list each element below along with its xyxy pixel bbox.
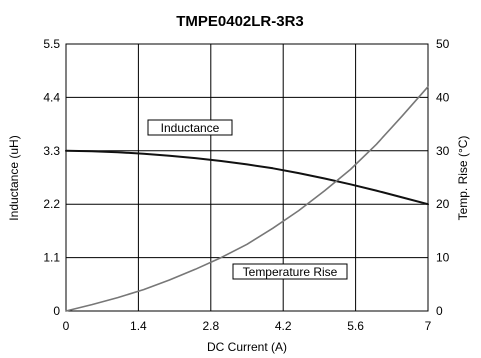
y-left-tick-label: 4.4: [43, 90, 60, 104]
x-tick-label: 4.2: [275, 319, 292, 333]
y-right-tick-label: 20: [436, 197, 450, 211]
x-tick-label: 5.6: [347, 319, 364, 333]
temperature-rise-annotation-text: Temperature Rise: [243, 265, 338, 279]
temperature-rise-line: [65, 85, 429, 312]
x-tick-label: 1.4: [130, 319, 147, 333]
y-right-tick-label: 40: [436, 90, 450, 104]
y-right-tick-label: 10: [436, 251, 450, 265]
temperature-rise-annotation: Temperature Rise: [232, 263, 348, 280]
inductance-annotation: Inductance: [147, 119, 233, 136]
y-right-tick-label: 0: [436, 304, 443, 318]
y-left-tick-label: 3.3: [43, 144, 60, 158]
series-lines: [65, 85, 429, 312]
y-right-axis-ticks: 0 10 20 30 40 50: [436, 37, 450, 318]
y-left-tick-label: 1.1: [43, 251, 60, 265]
x-axis-label: DC Current (A): [207, 340, 287, 354]
y-left-tick-label: 2.2: [43, 197, 60, 211]
grid: [66, 44, 428, 311]
chart-title: TMPE0402LR-3R3: [176, 13, 304, 30]
y-left-axis-label: Inductance (uH): [7, 135, 21, 220]
x-tick-label: 2.8: [202, 319, 219, 333]
inductance-annotation-text: Inductance: [161, 121, 220, 135]
y-right-tick-label: 50: [436, 37, 450, 51]
plot-area-border: [65, 43, 429, 312]
y-left-axis-ticks: 0 1.1 2.2 3.3 4.4 5.5: [43, 37, 60, 318]
x-tick-label: 0: [63, 319, 70, 333]
x-tick-label: 7: [425, 319, 432, 333]
y-right-axis-label: Temp. Rise (°C): [456, 136, 470, 221]
y-left-tick-label: 0: [53, 304, 60, 318]
x-axis-ticks: 0 1.4 2.8 4.2 5.6 7: [63, 319, 432, 333]
inductance-line: [65, 149, 429, 206]
y-left-tick-label: 5.5: [43, 37, 60, 51]
y-right-tick-label: 30: [436, 144, 450, 158]
